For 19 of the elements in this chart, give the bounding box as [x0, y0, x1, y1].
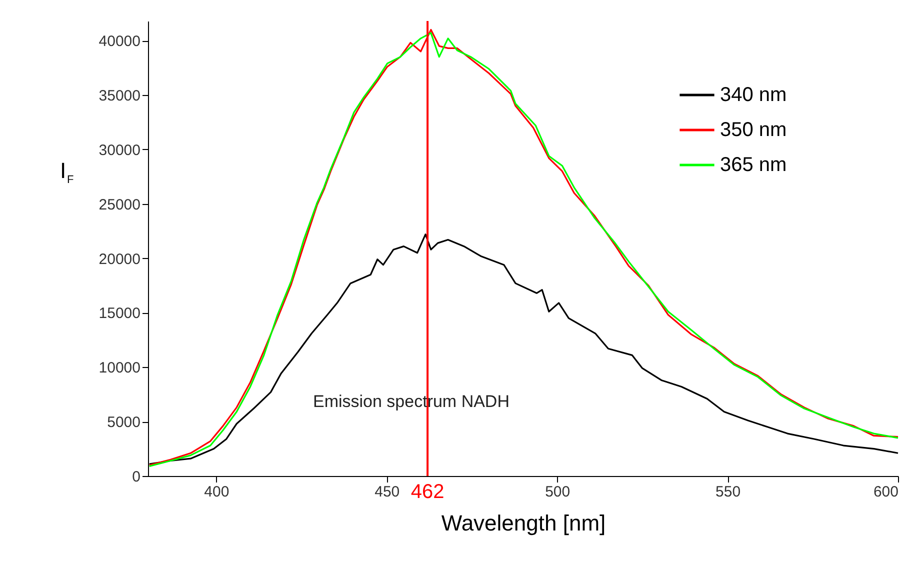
legend-label: 365 nm	[720, 154, 787, 176]
x-tick-label: 450	[374, 484, 400, 500]
legend-label: 340 nm	[720, 84, 787, 106]
y-tick-label: 30000	[98, 142, 140, 159]
y-tick-label: 40000	[98, 33, 140, 50]
x-tick-label: 500	[545, 484, 570, 500]
y-tick-label: 5000	[107, 414, 140, 432]
y-tick-label: 25000	[98, 196, 140, 214]
ref-line-label: 462	[410, 481, 444, 503]
x-tick-label: 600	[873, 484, 898, 500]
x-tick-label: 400	[204, 484, 230, 500]
y-tick-label: 20000	[98, 250, 140, 268]
legend-label: 350 nm	[720, 119, 787, 141]
y-tick-label: 10000	[98, 360, 140, 377]
x-tick-label: 550	[716, 484, 741, 500]
y-tick-label: 35000	[98, 88, 140, 105]
y-tick-label: 0	[132, 468, 140, 486]
x-axis-title: Wavelength [nm]	[441, 510, 606, 536]
y-tick-label: 15000	[98, 305, 140, 322]
